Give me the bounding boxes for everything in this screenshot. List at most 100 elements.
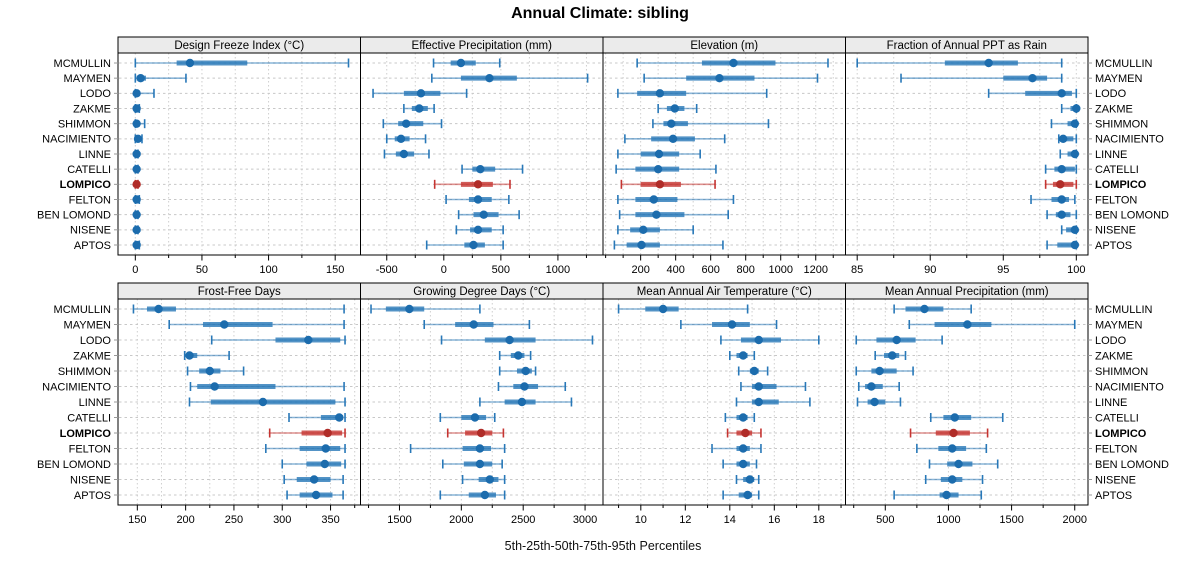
median-dot xyxy=(653,164,663,174)
median-dot xyxy=(136,73,145,83)
site-label-right: FELTON xyxy=(1095,443,1137,455)
panel-design-freeze-index-c: Design Freeze Index (°C) 0 50 100 150 xyxy=(117,36,361,276)
series-shimmon xyxy=(382,119,443,129)
series-nisene xyxy=(455,225,504,235)
median-dot xyxy=(205,366,214,376)
site-label-right: SHIMMON xyxy=(1095,366,1148,378)
median-dot xyxy=(670,104,679,113)
median-dot xyxy=(469,320,478,329)
median-dot xyxy=(485,475,494,484)
median-dot xyxy=(655,180,665,189)
median-dot xyxy=(258,397,268,407)
site-label-right: LOMPICO xyxy=(1095,179,1147,191)
median-dot xyxy=(132,164,141,174)
median-dot xyxy=(658,304,668,314)
median-dot xyxy=(867,382,876,391)
site-label-left: APTOS xyxy=(74,490,111,502)
panel-frost-free-days: Frost-Free Days 150 200 250 300 350 xyxy=(117,282,361,526)
series-lodo xyxy=(440,335,594,345)
median-dot xyxy=(320,459,329,469)
site-label-right: MAYMEN xyxy=(1095,73,1143,85)
series-ben-lomond xyxy=(1046,210,1078,220)
median-dot xyxy=(321,444,330,453)
site-label-left: SHIMMON xyxy=(58,119,111,131)
median-dot xyxy=(473,195,483,204)
median-dot xyxy=(154,304,163,314)
series-linne xyxy=(856,397,902,407)
series-linne xyxy=(1059,149,1080,159)
series-mcmullin xyxy=(893,304,972,314)
site-label-left: ZAKME xyxy=(73,350,111,362)
median-dot xyxy=(667,119,676,128)
median-dot xyxy=(754,397,763,407)
median-dot xyxy=(1057,89,1066,98)
site-label-right: NACIMIENTO xyxy=(1095,381,1164,393)
median-dot xyxy=(220,320,229,329)
series-aptos xyxy=(439,490,506,500)
panel-header xyxy=(845,282,1089,300)
series-aptos xyxy=(893,490,983,500)
series-maymen xyxy=(643,73,819,83)
median-dot xyxy=(892,335,901,345)
series-shimmon xyxy=(652,119,770,129)
series-aptos xyxy=(425,240,504,250)
series-zakme xyxy=(657,104,698,113)
series-ben-lomond xyxy=(457,210,520,220)
axis-tick-label: 1000 xyxy=(768,264,792,276)
panel-effective-precipitation-mm: Effective Precipitation (mm) -500 0 500 1000 xyxy=(360,36,604,276)
median-dot xyxy=(754,335,763,345)
median-dot xyxy=(323,428,332,438)
median-dot xyxy=(473,225,483,235)
median-dot xyxy=(132,149,141,159)
series-ben-lomond xyxy=(618,210,729,220)
panel-title: Elevation (m) xyxy=(690,40,758,52)
axis-tick-label: 1500 xyxy=(999,514,1023,526)
median-dot xyxy=(480,490,490,500)
site-label-right: LINNE xyxy=(1095,397,1127,409)
panel-title: Mean Annual Precipitation (mm) xyxy=(885,286,1049,298)
site-label-right: LINNE xyxy=(1095,149,1127,161)
series-nisene xyxy=(617,225,694,235)
series-lodo xyxy=(720,335,820,345)
series-aptos xyxy=(722,490,760,500)
median-dot xyxy=(304,335,313,345)
axis-tick-label: 1000 xyxy=(936,514,960,526)
median-dot xyxy=(948,475,957,484)
series-shimmon xyxy=(498,366,537,376)
site-label-right: ZAKME xyxy=(1095,103,1133,115)
series-linne xyxy=(188,397,346,407)
series-lompico xyxy=(726,428,762,438)
panel-elevation-m: Elevation (m) 200 400 600 800 1000 1200 xyxy=(602,36,846,276)
median-dot xyxy=(476,428,486,438)
series-catelli xyxy=(1044,164,1078,174)
median-dot xyxy=(132,89,141,98)
median-dot xyxy=(655,89,665,98)
site-label-right: LODO xyxy=(1095,88,1127,100)
median-dot xyxy=(1028,73,1037,83)
site-label-left: MAYMEN xyxy=(64,73,112,85)
series-zakme xyxy=(874,351,907,360)
median-dot xyxy=(948,444,957,453)
series-nacimiento xyxy=(857,382,900,391)
series-nacimiento xyxy=(385,134,427,144)
median-dot xyxy=(750,366,759,376)
series-zakme xyxy=(498,351,532,360)
panel-title: Fraction of Annual PPT as Rain xyxy=(887,40,1047,52)
series-maymen xyxy=(680,320,778,329)
site-label-left: LOMPICO xyxy=(60,428,112,440)
site-label-right: CATELLI xyxy=(1095,164,1139,176)
median-dot xyxy=(185,351,194,360)
median-dot xyxy=(1058,134,1068,144)
series-nacimiento xyxy=(497,382,567,391)
site-label-left: LODO xyxy=(80,88,112,100)
axis-tick-label: 300 xyxy=(273,514,291,526)
series-felton xyxy=(132,195,141,204)
axis-tick-label: 100 xyxy=(259,264,277,276)
site-label-left: NISENE xyxy=(70,474,111,486)
series-nisene xyxy=(132,225,141,235)
median-dot xyxy=(485,73,494,83)
median-dot xyxy=(514,351,523,360)
median-dot xyxy=(741,428,750,438)
series-mcmullin xyxy=(617,304,749,314)
